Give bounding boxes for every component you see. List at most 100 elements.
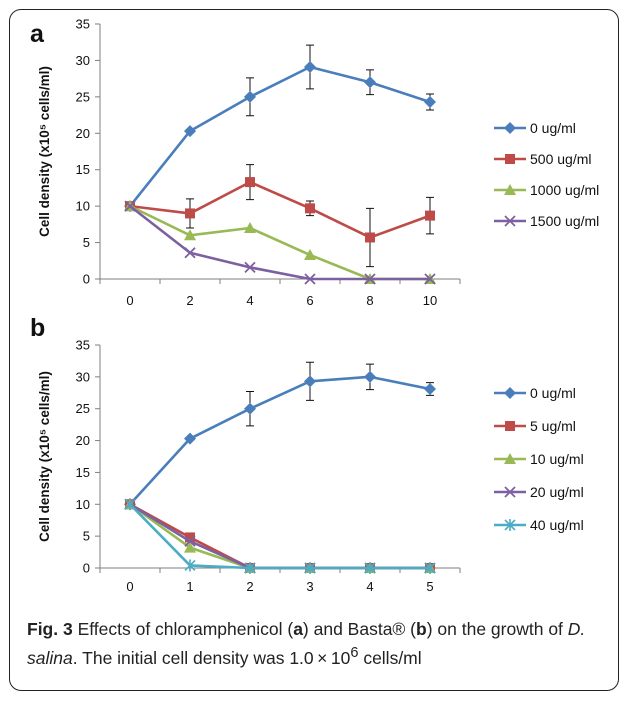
data-point — [124, 498, 136, 511]
caption-text: Effects of chloramphenicol ( — [72, 619, 294, 639]
legend-label: 0 ug/ml — [530, 120, 576, 136]
y-tick-label: 5 — [83, 529, 90, 544]
data-point — [184, 432, 196, 445]
legend-label: 0 ug/ml — [530, 385, 576, 401]
caption-text: ) on the growth of — [426, 619, 568, 639]
legend-marker — [504, 215, 516, 227]
series-line — [129, 503, 430, 570]
series-line — [129, 180, 431, 239]
legend-label: 40 ug/ml — [530, 517, 584, 533]
data-point — [185, 532, 195, 543]
series-2 — [125, 499, 435, 573]
x-tick-label: 0 — [126, 293, 133, 308]
data-point — [245, 177, 255, 188]
legend-marker — [504, 122, 516, 134]
y-tick-label: 5 — [83, 235, 90, 250]
legend-entry: 5 ug/ml — [494, 418, 576, 434]
data-point — [364, 370, 376, 383]
panel-a-chart: a 0 5 10 15 20 25 30 35 0 2 4 6 8 10 Cell density (x10⁵… — [30, 17, 599, 309]
data-point — [184, 229, 196, 241]
legend-marker — [505, 154, 515, 164]
series-1 — [124, 44, 436, 213]
y-tick-label: 15 — [76, 162, 90, 177]
legend-marker — [504, 453, 516, 464]
legend-label: 1000 ug/ml — [530, 182, 599, 198]
y-tick-label: 20 — [76, 126, 90, 141]
data-point — [244, 222, 256, 233]
legend-marker — [504, 184, 516, 195]
data-point — [424, 273, 436, 285]
y-axis-title: Cell density (x10⁵ cells/ml) — [37, 66, 52, 237]
legend-label: 20 ug/ml — [530, 484, 584, 500]
data-point — [425, 210, 435, 221]
y-axis-title: Cell density (x10⁵ cells/ml) — [37, 371, 52, 542]
figure-frame — [9, 9, 619, 691]
x-tick-label: 6 — [306, 293, 313, 308]
caption-text: . The initial cell density was 1.0 × 10 — [72, 647, 351, 668]
y-tick-label: 0 — [83, 561, 90, 576]
data-point — [365, 232, 375, 243]
legend-entry: 0 ug/ml — [494, 385, 576, 401]
series-3 — [124, 498, 436, 573]
legend-entry: 1000 ug/ml — [494, 182, 599, 198]
y-tick-label: 10 — [76, 497, 90, 512]
legend-marker — [505, 421, 515, 431]
panel-letter: a — [30, 20, 45, 48]
data-point — [124, 200, 136, 212]
legend-entry: 1500 ug/ml — [494, 213, 599, 229]
y-tick-label: 25 — [76, 401, 90, 416]
figure-caption: Fig. 3 Effects of chloramphenicol (a) an… — [27, 617, 607, 670]
panel-letter: b — [30, 314, 45, 342]
data-point — [304, 375, 316, 388]
data-point — [244, 562, 256, 574]
series-3 — [124, 200, 436, 284]
y-tick-label: 35 — [76, 338, 90, 353]
legend-label: 500 ug/ml — [530, 151, 591, 167]
y-tick-label: 15 — [76, 465, 90, 480]
data-point — [184, 125, 196, 138]
figure-label: Fig. 3 — [27, 619, 73, 639]
caption-text: cells/ml — [358, 647, 422, 668]
data-point — [304, 562, 316, 574]
legend-entry: 0 ug/ml — [494, 120, 576, 136]
series-4 — [124, 498, 436, 574]
data-point — [304, 60, 316, 73]
data-point — [304, 248, 316, 260]
y-tick-label: 25 — [76, 89, 90, 104]
caption-exponent: 6 — [350, 645, 359, 661]
x-tick-label: 5 — [426, 579, 433, 594]
data-point — [304, 273, 316, 285]
y-tick-label: 30 — [76, 53, 90, 68]
legend-label: 1500 ug/ml — [530, 213, 599, 229]
data-point — [184, 541, 196, 553]
series-line — [129, 205, 430, 281]
legend-label: 5 ug/ml — [530, 418, 576, 434]
x-tick-label: 3 — [306, 579, 313, 594]
x-tick-label: 4 — [246, 293, 253, 308]
data-point — [184, 559, 196, 572]
y-tick-label: 30 — [76, 369, 90, 384]
data-point — [185, 208, 195, 219]
panel-b-chart: b 0 5 10 15 20 25 30 35 0 1 2 3 4 5 Cell density (x10⁵ … — [30, 314, 584, 594]
y-tick-label: 20 — [76, 433, 90, 448]
legend-entry: 500 ug/ml — [494, 151, 591, 167]
series-5 — [124, 498, 436, 574]
caption-species: D. salina — [27, 619, 586, 668]
data-point — [424, 562, 436, 574]
x-tick-label: 1 — [186, 579, 193, 594]
series-1 — [124, 361, 436, 511]
y-tick-label: 0 — [83, 272, 90, 287]
caption-text: ) and Basta® ( — [302, 619, 417, 639]
legend-entry: 20 ug/ml — [494, 484, 584, 500]
series-4 — [124, 200, 436, 285]
data-point — [364, 273, 376, 285]
x-tick-label: 2 — [186, 293, 193, 308]
legend-marker — [504, 486, 516, 498]
series-line — [128, 65, 431, 207]
series-line — [129, 375, 431, 506]
data-point — [184, 247, 196, 259]
legend-marker — [504, 519, 516, 531]
legend-entry: 40 ug/ml — [494, 517, 584, 533]
x-tick-label: 8 — [366, 293, 373, 308]
